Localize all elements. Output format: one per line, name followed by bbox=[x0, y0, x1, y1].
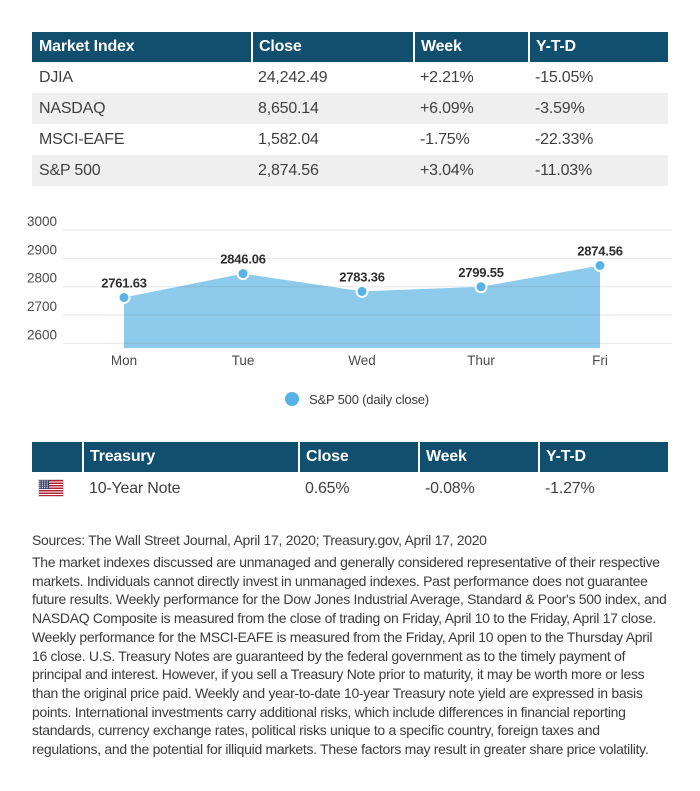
column-header-treasury: Treasury bbox=[82, 442, 299, 472]
close-cell: 2,874.56 bbox=[258, 161, 319, 179]
market-table-header-row: Market Index Close Week Y-T-D bbox=[32, 32, 668, 62]
column-header-market-index: Market Index bbox=[32, 32, 252, 62]
close-cell: 1,582.04 bbox=[258, 130, 319, 148]
close-cell: 24,242.49 bbox=[258, 68, 328, 86]
treasury-table: Treasury Close Week Y-T-D 10-Year Note 0… bbox=[32, 442, 668, 505]
treasury-ytd-cell: -1.27% bbox=[545, 479, 595, 497]
table-row: 10-Year Note 0.65% -0.08% -1.27% bbox=[32, 472, 668, 505]
treasury-name-cell: 10-Year Note bbox=[89, 479, 181, 497]
sources-line: Sources: The Wall Street Journal, April … bbox=[32, 532, 487, 548]
area-series bbox=[124, 265, 600, 349]
data-point-marker bbox=[593, 259, 607, 272]
market-index-table: Market Index Close Week Y-T-D DJIA 24,242… bbox=[32, 32, 668, 186]
data-point-marker bbox=[474, 280, 488, 294]
table-row: MSCI-EAFE 1,582.04 -1.75% -22.33% bbox=[32, 124, 668, 155]
table-row: S&P 500 2,874.56 +3.04% -11.03% bbox=[32, 155, 668, 186]
x-axis-label: Tue bbox=[232, 353, 255, 368]
week-cell: -1.75% bbox=[420, 130, 470, 148]
table-row: DJIA 24,242.49 +2.21% -15.05% bbox=[32, 62, 668, 93]
y-axis-tick-label: 2600 bbox=[27, 327, 57, 342]
index-name-cell: DJIA bbox=[39, 68, 73, 86]
sp500-area-chart: 2600 2700 2800 2900 3000 Mon Tue Wed Thur Fri 2761… bbox=[27, 214, 672, 368]
week-cell: +3.04% bbox=[420, 161, 474, 179]
y-axis-tick-label: 2800 bbox=[27, 271, 57, 286]
data-point-label: 2874.56 bbox=[577, 244, 623, 259]
y-axis-tick-label: 3000 bbox=[27, 214, 57, 229]
data-point-label: 2761.63 bbox=[101, 276, 147, 291]
footnotes: Sources: The Wall Street Journal, April … bbox=[32, 531, 668, 759]
column-header-close: Close bbox=[251, 32, 414, 62]
data-point-label: 2783.36 bbox=[339, 269, 385, 284]
week-cell: +2.21% bbox=[420, 68, 474, 86]
y-axis-tick-label: 2900 bbox=[27, 242, 57, 257]
column-header-close: Close bbox=[298, 442, 419, 472]
treasury-table-header-row: Treasury Close Week Y-T-D bbox=[32, 442, 668, 472]
disclaimer-text: The market indexes discussed are unmanag… bbox=[32, 554, 667, 758]
legend-marker-icon bbox=[285, 392, 300, 406]
column-header-ytd: Y-T-D bbox=[528, 32, 668, 62]
treasury-close-cell: 0.65% bbox=[305, 479, 350, 497]
week-cell: +6.09% bbox=[420, 99, 474, 117]
close-cell: 8,650.14 bbox=[258, 99, 319, 117]
column-header-ytd: Y-T-D bbox=[538, 442, 668, 472]
flag-cell bbox=[32, 472, 83, 505]
index-name-cell: S&P 500 bbox=[39, 161, 101, 179]
data-point-marker bbox=[117, 291, 131, 304]
data-point-marker bbox=[355, 284, 369, 298]
x-axis-label: Wed bbox=[348, 353, 376, 368]
chart-legend: S&P 500 (daily close) bbox=[0, 389, 700, 409]
x-axis-label: Thur bbox=[467, 353, 495, 368]
ytd-cell: -15.05% bbox=[535, 68, 594, 86]
x-axis-label: Fri bbox=[592, 353, 608, 368]
column-header-flag-spacer bbox=[32, 442, 83, 472]
index-name-cell: NASDAQ bbox=[39, 99, 106, 117]
ytd-cell: -3.59% bbox=[535, 99, 585, 117]
ytd-cell: -11.03% bbox=[535, 161, 593, 179]
ytd-cell: -22.33% bbox=[535, 130, 594, 148]
table-row: NASDAQ 8,650.14 +6.09% -3.59% bbox=[32, 93, 668, 124]
index-name-cell: MSCI-EAFE bbox=[39, 130, 125, 148]
treasury-week-cell: -0.08% bbox=[425, 479, 475, 497]
column-header-week: Week bbox=[413, 32, 529, 62]
column-header-week: Week bbox=[418, 442, 539, 472]
data-point-label: 2799.55 bbox=[458, 265, 504, 280]
data-point-label: 2846.06 bbox=[220, 252, 266, 267]
x-axis-label: Mon bbox=[111, 353, 137, 368]
legend-label: S&P 500 (daily close) bbox=[309, 391, 429, 407]
us-flag-icon bbox=[39, 480, 63, 497]
y-axis-tick-label: 2700 bbox=[27, 299, 57, 314]
data-point-marker bbox=[236, 267, 250, 281]
